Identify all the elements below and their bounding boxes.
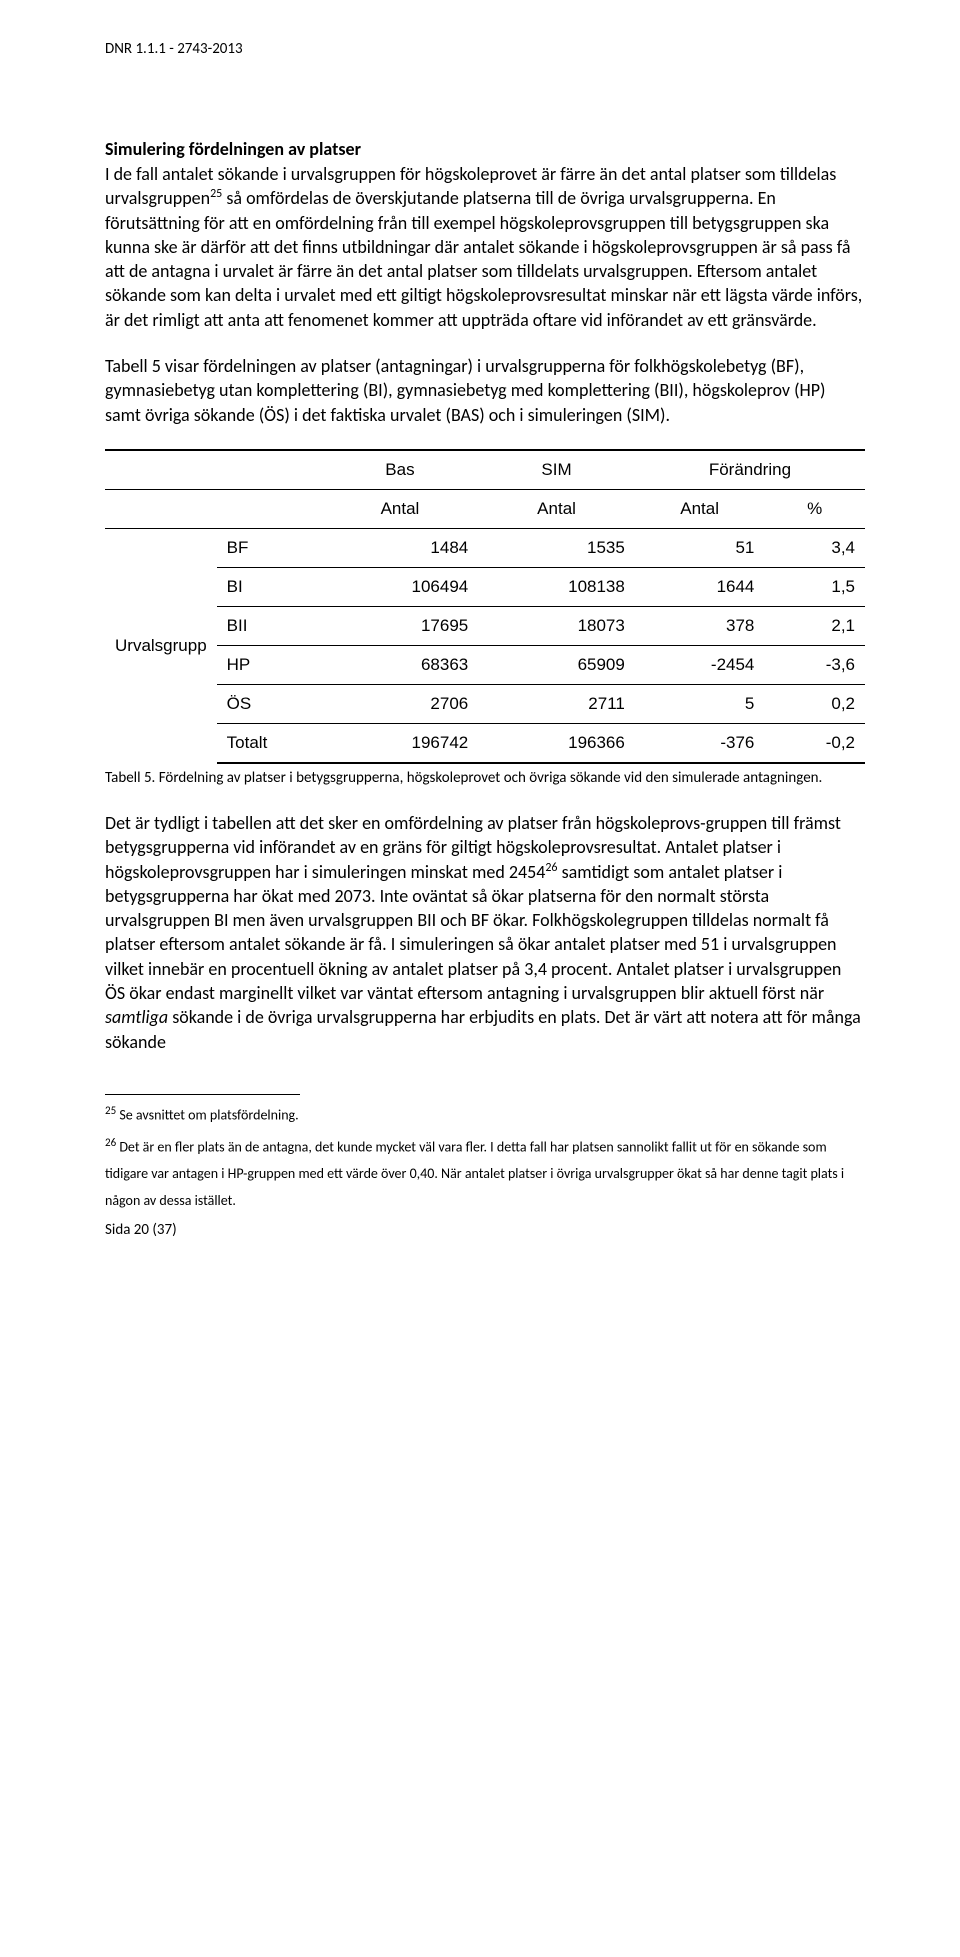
cell-pct: 2,1	[764, 606, 865, 645]
row-label: Totalt	[217, 723, 322, 763]
table-row: BI 106494 108138 1644 1,5	[105, 567, 865, 606]
footnote-num: 26	[105, 1136, 116, 1149]
th-antal-3: Antal	[635, 489, 765, 528]
cell-sim: 108138	[478, 567, 635, 606]
footnote-26: 26 Det är en fler plats än de antagna, d…	[105, 1133, 865, 1214]
cell-sim: 2711	[478, 684, 635, 723]
table-row: BII 17695 18073 378 2,1	[105, 606, 865, 645]
row-label: ÖS	[217, 684, 322, 723]
row-label: BII	[217, 606, 322, 645]
row-label: BI	[217, 567, 322, 606]
cell-sim: 196366	[478, 723, 635, 763]
table-row: HP 68363 65909 -2454 -3,6	[105, 645, 865, 684]
cell-bas: 106494	[322, 567, 479, 606]
paragraph-2: Tabell 5 visar fördelningen av platser (…	[105, 354, 865, 427]
cell-diff: -2454	[635, 645, 765, 684]
footnote-25: 25 Se avsnittet om platsfördelning.	[105, 1101, 865, 1129]
cell-pct: 0,2	[764, 684, 865, 723]
footnote-separator	[105, 1094, 300, 1095]
table-5: Bas SIM Förändring Antal Antal Antal % U…	[105, 449, 865, 764]
cell-bas: 196742	[322, 723, 479, 763]
cell-bas: 17695	[322, 606, 479, 645]
cell-sim: 1535	[478, 528, 635, 567]
cell-bas: 68363	[322, 645, 479, 684]
row-label: BF	[217, 528, 322, 567]
footnote-ref-25: 25	[210, 187, 222, 201]
table-row: Urvalsgrupp BF 1484 1535 51 3,4	[105, 528, 865, 567]
paragraph-3: Det är tydligt i tabellen att det sker e…	[105, 811, 865, 1054]
page-header: DNR 1.1.1 - 2743-2013	[105, 40, 865, 58]
table-row: ÖS 2706 2711 5 0,2	[105, 684, 865, 723]
th2-blank-1	[105, 489, 217, 528]
cell-pct: 3,4	[764, 528, 865, 567]
page-number: Sida 20 (37)	[105, 1221, 865, 1239]
th-pct: %	[764, 489, 865, 528]
group-label: Urvalsgrupp	[105, 528, 217, 763]
p3-emph: samtliga	[105, 1006, 168, 1028]
table-caption: Tabell 5. Fördelning av platser i betygs…	[105, 768, 865, 789]
cell-pct: -0,2	[764, 723, 865, 763]
p1b: så omfördelas de överskjutande platserna…	[105, 187, 862, 330]
th-antal-1: Antal	[322, 489, 479, 528]
footnote-num: 25	[105, 1104, 116, 1117]
section-title: Simulering fördelningen av platser	[105, 138, 865, 160]
table-row: Totalt 196742 196366 -376 -0,2	[105, 723, 865, 763]
cell-bas: 1484	[322, 528, 479, 567]
dnr-text: DNR 1.1.1 - 2743-2013	[105, 40, 243, 58]
cell-sim: 18073	[478, 606, 635, 645]
th-blank-2	[217, 450, 322, 490]
th-bas: Bas	[322, 450, 479, 490]
footnote-ref-26: 26	[545, 861, 557, 875]
th2-blank-2	[217, 489, 322, 528]
cell-diff: 5	[635, 684, 765, 723]
th-blank-1	[105, 450, 217, 490]
th-forandring: Förändring	[635, 450, 865, 490]
cell-diff: 1644	[635, 567, 765, 606]
th-antal-2: Antal	[478, 489, 635, 528]
cell-pct: 1,5	[764, 567, 865, 606]
cell-bas: 2706	[322, 684, 479, 723]
cell-diff: -376	[635, 723, 765, 763]
th-sim: SIM	[478, 450, 635, 490]
footnote-text: Se avsnittet om platsfördelning.	[116, 1107, 299, 1124]
row-label: HP	[217, 645, 322, 684]
cell-diff: 51	[635, 528, 765, 567]
p3d: sökande i de övriga urvalsgrupperna har …	[105, 1006, 861, 1052]
cell-pct: -3,6	[764, 645, 865, 684]
paragraph-1: I de fall antalet sökande i urvalsgruppe…	[105, 162, 865, 332]
cell-sim: 65909	[478, 645, 635, 684]
cell-diff: 378	[635, 606, 765, 645]
document-page: DNR 1.1.1 - 2743-2013 Simulering fördeln…	[0, 0, 960, 1279]
footnote-text: Det är en fler plats än de antagna, det …	[105, 1139, 844, 1209]
